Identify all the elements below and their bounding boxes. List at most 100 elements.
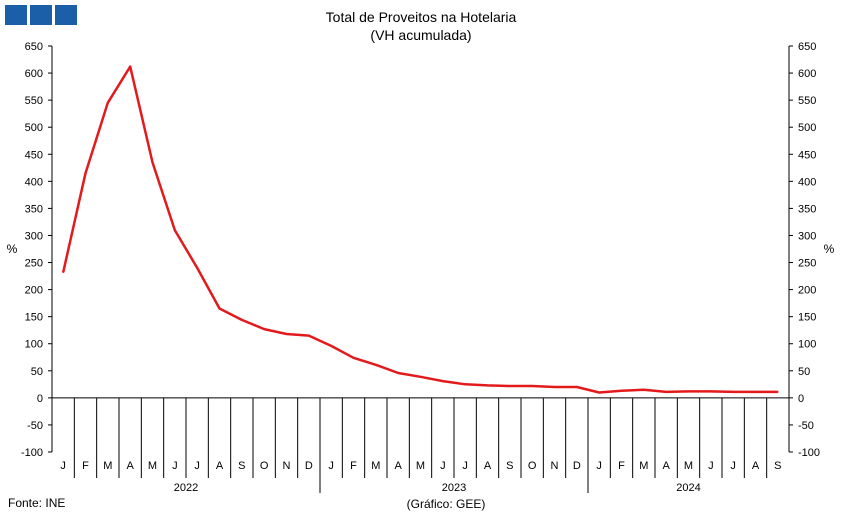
y-tick-label-right: 300	[798, 230, 816, 242]
data-point	[531, 385, 533, 387]
x-month-label: M	[371, 460, 380, 472]
y-tick-label-right: 650	[798, 41, 816, 53]
x-month-label: A	[216, 460, 224, 472]
source-note: Fonte: INE	[8, 496, 65, 510]
x-month-label: M	[103, 460, 112, 472]
logo-block-3	[55, 5, 77, 25]
data-point	[129, 65, 131, 68]
credit-note: (Gráfico: GEE)	[407, 497, 486, 511]
data-point	[732, 391, 734, 393]
y-tick-label-left: 250	[25, 258, 43, 270]
y-tick-label-right: -100	[798, 447, 820, 459]
data-point	[687, 390, 690, 393]
y-tick-label-left: 450	[25, 149, 43, 161]
logo-block-1	[5, 5, 27, 25]
y-tick-label-left: 150	[25, 312, 43, 324]
data-point	[285, 333, 288, 335]
y-tick-label-right: 200	[798, 285, 816, 297]
y-tick-label-right: 150	[798, 312, 816, 324]
x-month-label: N	[283, 460, 291, 472]
y-tick-label-right: -50	[798, 420, 814, 432]
x-month-label: D	[573, 460, 581, 472]
x-month-label: S	[506, 460, 513, 472]
x-year-label: 2024	[676, 482, 700, 494]
data-point	[486, 384, 489, 387]
data-point	[84, 172, 87, 175]
series-line	[61, 65, 778, 394]
x-ticks: J F M A M J J A S O N D J F M A M J J A S O N D J F M A M J J A S 2022 202…	[60, 397, 782, 494]
y-tick-label-right: 550	[798, 95, 816, 107]
y-tick-label-left: 550	[25, 95, 43, 107]
x-month-label: J	[328, 460, 334, 472]
y-tick-label-left: 0	[37, 393, 43, 405]
y-tick-label-left: 650	[25, 41, 43, 53]
x-month-label: F	[618, 460, 625, 472]
x-month-label: A	[662, 460, 670, 472]
data-point	[241, 319, 243, 321]
data-point	[419, 375, 422, 378]
x-month-label: J	[730, 460, 736, 472]
x-month-label: S	[774, 460, 781, 472]
y-tick-label-right: 350	[798, 203, 816, 215]
x-month-label: J	[462, 460, 468, 472]
x-month-label: J	[596, 460, 602, 472]
y-tick-label-right: 600	[798, 68, 816, 80]
y-tick-label-left: 100	[25, 339, 43, 351]
y-tick-label-right: 100	[798, 339, 816, 351]
data-point	[263, 328, 265, 330]
data-point	[174, 229, 176, 231]
data-point	[777, 391, 779, 393]
data-point	[151, 161, 154, 164]
data-point	[754, 391, 757, 393]
y-tick-label-right: 500	[798, 122, 816, 134]
y-tick-label-left: 500	[25, 122, 43, 134]
data-point	[218, 307, 221, 310]
data-point	[62, 271, 64, 274]
data-point	[442, 380, 444, 382]
x-month-label: M	[639, 460, 648, 472]
x-month-label: A	[394, 460, 402, 472]
axes	[51, 46, 790, 452]
x-month-label: A	[752, 460, 760, 472]
series-group	[61, 65, 779, 394]
y-tick-label-right: 250	[798, 258, 816, 270]
data-point	[107, 102, 109, 104]
data-point	[397, 372, 399, 374]
x-month-label: J	[194, 460, 200, 472]
y-tick-label-right: 450	[798, 149, 816, 161]
x-month-label: A	[484, 460, 492, 472]
x-month-label: D	[305, 460, 313, 472]
y-tick-label-left: 600	[25, 68, 43, 80]
x-month-label: J	[708, 460, 714, 472]
y-tick-label-right: 0	[798, 393, 804, 405]
x-year-label: 2023	[442, 482, 466, 494]
x-month-label: O	[528, 460, 537, 472]
x-year-label: 2022	[174, 482, 198, 494]
data-point	[553, 386, 556, 388]
data-point	[330, 345, 332, 347]
y-tick-label-left: 400	[25, 176, 43, 188]
y-tick-label-left: -50	[27, 420, 43, 432]
data-point	[598, 391, 600, 394]
data-point	[576, 386, 578, 388]
data-point	[710, 390, 712, 393]
data-point	[643, 388, 645, 391]
x-month-label: J	[172, 460, 178, 472]
chart-title: Total de Proveitos na Hotelaria	[326, 9, 517, 25]
x-month-label: S	[238, 460, 245, 472]
x-month-label: A	[126, 460, 134, 472]
x-month-label: F	[350, 460, 357, 472]
x-month-label: M	[684, 460, 693, 472]
logo-block-2	[30, 5, 52, 25]
data-point	[375, 364, 377, 366]
y-tick-label-left: 200	[25, 285, 43, 297]
x-month-label: J	[60, 460, 66, 472]
x-month-label: O	[260, 460, 269, 472]
y-tick-label-left: -100	[21, 447, 43, 459]
x-month-label: J	[440, 460, 446, 472]
y-tick-label-right: 50	[798, 366, 810, 378]
chart-subtitle: (VH acumulada)	[370, 27, 471, 43]
y-axis-label-right: %	[824, 242, 835, 256]
